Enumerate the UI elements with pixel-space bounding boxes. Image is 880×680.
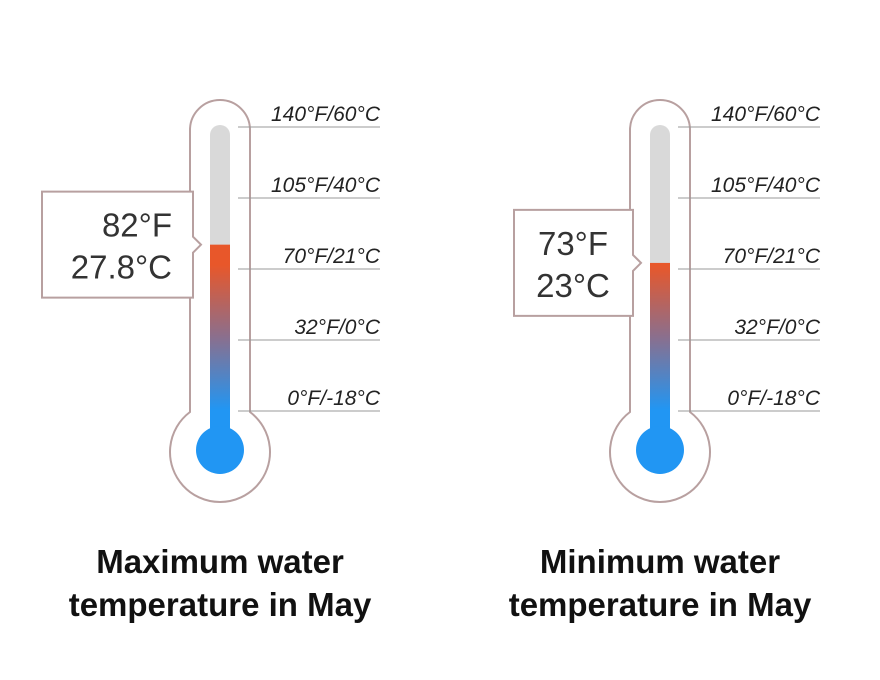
caption: Maximum water xyxy=(96,543,344,580)
tick-label: 105°F/40°C xyxy=(271,174,381,197)
callout-celsius: 27.8°C xyxy=(71,249,172,286)
callout-fahrenheit: 82°F xyxy=(102,207,172,244)
tick-label: 140°F/60°C xyxy=(271,103,381,126)
bulb xyxy=(196,426,244,474)
caption: temperature in May xyxy=(69,586,372,623)
callout xyxy=(513,208,643,317)
temperature-fill xyxy=(210,244,230,440)
tick-label: 32°F/0°C xyxy=(734,316,820,339)
caption: Minimum water xyxy=(540,543,780,580)
tick-label: 105°F/40°C xyxy=(711,174,821,197)
tick-label: 0°F/-18°C xyxy=(287,387,380,410)
tick-label: 32°F/0°C xyxy=(294,316,380,339)
caption: temperature in May xyxy=(509,586,812,623)
callout xyxy=(41,190,203,299)
callout-fahrenheit: 73°F xyxy=(538,225,608,262)
temperature-fill xyxy=(650,262,670,440)
tick-label: 0°F/-18°C xyxy=(727,387,820,410)
tick-label: 70°F/21°C xyxy=(723,245,821,268)
tick-label: 140°F/60°C xyxy=(711,103,821,126)
tick-label: 70°F/21°C xyxy=(283,245,381,268)
bulb xyxy=(636,426,684,474)
callout-celsius: 23°C xyxy=(536,267,610,304)
